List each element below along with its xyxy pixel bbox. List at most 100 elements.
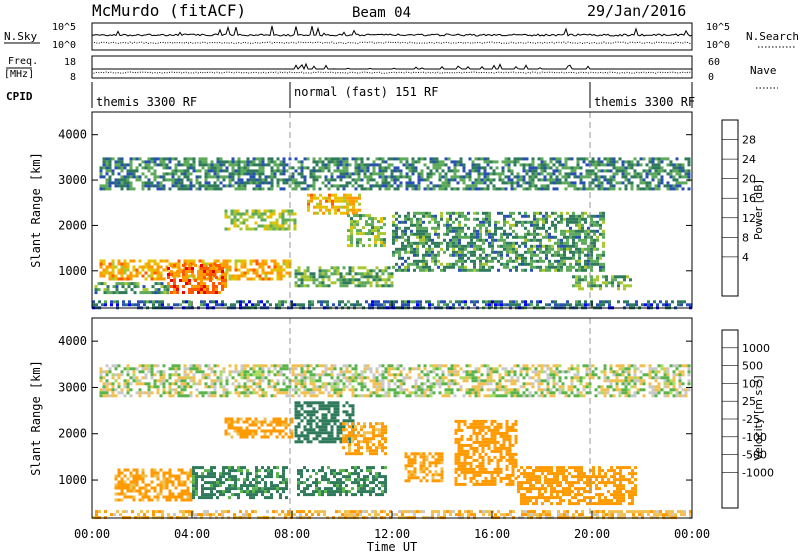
velocity-cell [251,420,255,424]
power-cell [542,214,545,218]
velocity-cell [354,452,357,456]
power-cell [246,268,250,272]
power-cell [221,270,224,273]
power-cell [533,250,536,254]
velocity-cell [237,493,240,497]
power-cell [455,238,458,242]
power-cell [308,300,311,304]
power-cell [536,303,539,307]
power-cell [579,172,583,176]
velocity-cell [204,496,207,500]
power-cell [531,163,535,167]
power-cell [234,172,238,176]
velocity-cell [297,440,301,444]
power-cell [477,172,481,176]
power-cell [231,175,235,179]
power-cell [575,278,578,282]
power-cell [476,211,479,215]
velocity-cell [189,471,193,475]
power-cell [384,160,388,164]
power-cell [141,166,145,170]
power-cell [170,264,173,267]
power-cell [294,169,298,173]
power-cell [542,235,545,239]
power-cell [343,196,346,200]
power-cell [639,175,643,179]
velocity-region-4 [224,417,294,439]
power-cell [506,253,509,257]
power-cell [362,244,365,248]
power-cell [425,232,428,236]
power-cell [126,163,130,167]
power-cell [495,160,499,164]
power-cell [414,160,418,164]
power-cell [590,217,593,221]
power-cell [576,160,580,164]
power-cell [438,178,442,182]
velocity-cell [348,437,352,441]
velocity-cell [490,473,494,477]
power-cell [384,166,388,170]
power-cell [173,288,176,291]
power-cell [488,253,491,257]
velocity-cell [242,432,246,436]
velocity-cell [330,487,333,491]
power-cell [533,244,536,248]
power-cell [264,271,268,275]
power-cell [546,178,550,182]
power-cell [395,229,398,233]
power-cell [186,178,190,182]
velocity-cell [562,472,565,476]
power-cell [162,157,166,161]
power-cell [343,193,346,197]
power-cell [278,224,282,228]
velocity-cell [381,434,384,438]
power-cell [474,187,478,191]
power-cell [590,284,593,288]
velocity-cell [306,431,310,435]
power-cell [224,276,227,279]
power-cell [645,172,649,176]
power-cell [354,181,358,185]
velocity-cell [487,455,491,459]
power-cell [204,175,208,179]
power-cell [312,157,316,161]
power-cell [222,184,226,188]
power-cell [401,256,404,260]
power-cell [666,184,670,188]
velocity-cell [162,471,166,475]
power-cell [349,208,352,212]
velocity-cell [460,470,464,474]
power-cell [275,224,279,228]
velocity-cell [345,422,348,426]
velocity-cell [357,434,360,438]
velocity-cell [153,468,157,472]
velocity-cell [321,478,324,482]
velocity-cell [526,499,529,503]
power-cell [198,187,202,191]
power-cell [307,202,310,206]
power-cell [404,229,407,233]
power-cell [357,184,361,188]
power-cell [372,163,376,167]
power-cell [515,223,518,227]
power-cell [431,241,434,245]
power-cell [356,241,359,245]
velocity-cell [457,482,461,486]
velocity-cell [559,481,562,485]
velocity-cell [309,422,313,426]
power-cell [461,268,464,272]
power-cell [404,303,407,307]
power-region-5 [224,209,297,231]
power-cell [356,238,359,242]
power-cell [321,169,325,173]
power-cell [237,163,241,167]
velocity-cell [348,431,351,435]
power-cell [681,163,685,167]
power-cell [322,196,325,200]
velocity-cell [186,489,190,493]
power-cell [342,166,346,170]
power-cell [587,226,590,230]
power-cell [249,169,253,173]
power-cell [306,166,310,170]
